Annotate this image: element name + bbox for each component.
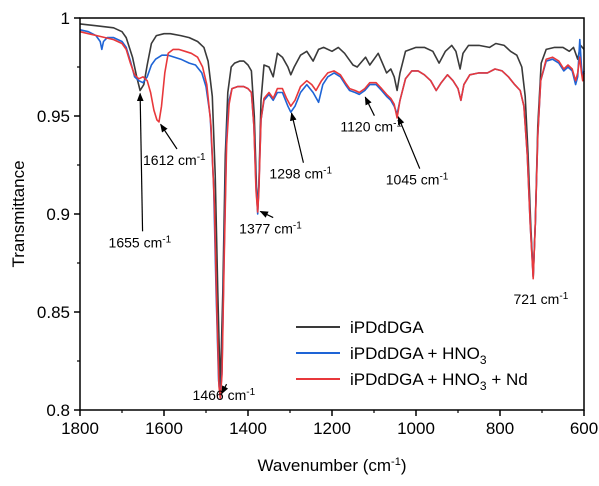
peak-annotation-1655: 1655 cm-1 xyxy=(109,234,172,250)
peak-annotation-1612: 1612 cm-1 xyxy=(143,152,206,168)
x-axis: 1800 1600 1400 1200 1000 800 600 xyxy=(61,410,598,438)
y-tick-label: 0.9 xyxy=(46,205,70,224)
peak-annotation-1377: 1377 cm-1 xyxy=(239,221,302,237)
series-line-2 xyxy=(79,29,585,398)
annotation-layer: 1655 cm-1 1612 cm-1 1466 cm-1 1377 cm-1 1298… xyxy=(109,92,569,403)
series-line-1 xyxy=(79,23,585,392)
x-tick-label: 1600 xyxy=(145,419,183,438)
x-tick-label: 1400 xyxy=(229,419,267,438)
peak-annotation-1120: 1120 cm-1 xyxy=(340,119,402,135)
y-tick-label: 1 xyxy=(61,9,70,28)
peak-annotation-1466: 1466 cm-1 xyxy=(193,387,256,403)
legend-label-2: iPDdDGA + HNO3 xyxy=(350,344,487,367)
x-tick-label: 1800 xyxy=(61,419,99,438)
y-tick-label: 0.85 xyxy=(37,303,70,322)
y-tick-label: 0.95 xyxy=(37,107,70,126)
peak-annotation-1298: 1298 cm-1 xyxy=(269,166,332,182)
annotation-arrow-1612 xyxy=(160,123,178,150)
x-tick-label: 800 xyxy=(486,419,514,438)
legend: iPDdDGA iPDdDGA + HNO3 iPDdDGA + HNO3 + Nd xyxy=(296,318,528,393)
peak-annotation-1045: 1045 cm-1 xyxy=(386,172,449,188)
legend-label-3: iPDdDGA + HNO3 + Nd xyxy=(350,370,528,393)
x-axis-title: Wavenumber (cm-1) xyxy=(258,456,407,475)
annotation-arrow-1045 xyxy=(397,116,421,169)
legend-label-1: iPDdDGA xyxy=(350,318,424,337)
annotation-arrow-1377 xyxy=(259,210,274,219)
x-tick-label: 1200 xyxy=(313,419,351,438)
y-tick-label: 0.8 xyxy=(46,401,70,420)
plot-area: 1655 cm-1 1612 cm-1 1466 cm-1 1377 cm-1 1298… xyxy=(79,17,585,411)
y-axis: 0.8 0.85 0.9 0.95 1 xyxy=(37,9,80,420)
annotation-arrow-1466 xyxy=(221,383,229,395)
series-line-3 xyxy=(79,30,585,399)
annotation-arrow-1655 xyxy=(136,92,144,232)
y-axis-title: Transmittance xyxy=(9,160,28,267)
peak-annotation-721: 721 cm-1 xyxy=(513,291,568,307)
annotation-arrow-1298 xyxy=(290,112,305,163)
x-tick-label: 1000 xyxy=(397,419,435,438)
annotation-arrow-1120 xyxy=(364,96,375,116)
series-layer xyxy=(79,23,585,399)
x-tick-label: 600 xyxy=(570,419,598,438)
